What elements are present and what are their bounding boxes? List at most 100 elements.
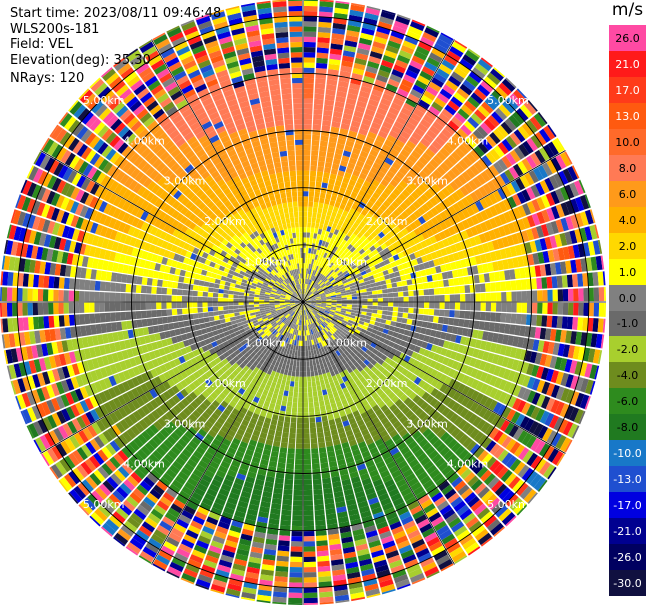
velocity-gate xyxy=(307,216,312,223)
velocity-gate xyxy=(309,365,314,372)
velocity-gate xyxy=(278,389,284,396)
velocity-gate xyxy=(299,376,303,383)
velocity-gate xyxy=(427,281,434,289)
velocity-gate xyxy=(474,255,482,265)
velocity-gate xyxy=(336,261,342,268)
velocity-gate xyxy=(505,135,518,149)
velocity-gate xyxy=(299,335,302,341)
velocity-gate xyxy=(421,364,430,373)
velocity-gate xyxy=(380,125,391,135)
velocity-gate xyxy=(342,210,349,217)
velocity-gate xyxy=(361,145,371,154)
velocity-gate xyxy=(443,317,450,325)
velocity-gate xyxy=(473,145,485,158)
velocity-gate xyxy=(309,360,313,367)
velocity-gate xyxy=(501,406,512,419)
velocity-gate xyxy=(342,320,348,325)
velocity-gate xyxy=(303,530,315,537)
velocity-gate xyxy=(371,286,377,291)
velocity-gate xyxy=(339,203,346,210)
velocity-gate xyxy=(471,67,486,80)
velocity-gate xyxy=(385,232,393,240)
velocity-gate xyxy=(307,284,310,290)
velocity-gate xyxy=(475,223,484,235)
velocity-gate xyxy=(491,414,502,427)
velocity-gate xyxy=(308,291,312,297)
velocity-gate xyxy=(483,273,490,283)
velocity-gate xyxy=(338,273,345,278)
velocity-gate xyxy=(522,216,531,229)
velocity-gate xyxy=(552,289,558,302)
velocity-gate xyxy=(484,424,495,437)
velocity-gate xyxy=(379,64,392,74)
velocity-gate xyxy=(315,519,326,526)
velocity-gate xyxy=(572,317,579,330)
velocity-gate xyxy=(522,449,534,464)
velocity-gate xyxy=(556,316,563,329)
velocity-gate xyxy=(545,368,555,382)
velocity-gate xyxy=(526,201,536,214)
velocity-gate xyxy=(517,256,525,268)
velocity-gate xyxy=(466,152,477,164)
velocity-gate xyxy=(323,104,334,112)
velocity-gate xyxy=(287,396,293,403)
velocity-gate xyxy=(433,337,440,346)
velocity-gate xyxy=(303,206,308,212)
velocity-gate xyxy=(375,31,389,40)
velocity-gate xyxy=(313,494,324,501)
velocity-gate xyxy=(346,299,353,302)
velocity-gate xyxy=(305,247,309,254)
velocity-gate xyxy=(292,515,303,521)
velocity-gate xyxy=(326,302,332,304)
velocity-gate xyxy=(521,432,533,446)
velocity-gate xyxy=(303,273,305,279)
velocity-gate xyxy=(443,173,453,184)
velocity-gate xyxy=(493,389,503,401)
velocity-gate xyxy=(544,412,555,427)
velocity-gate xyxy=(299,366,303,372)
velocity-gate xyxy=(334,288,340,292)
velocity-gate xyxy=(413,227,422,236)
velocity-gate xyxy=(317,279,323,285)
velocity-gate xyxy=(534,440,546,455)
velocity-gate xyxy=(303,201,308,207)
velocity-gate xyxy=(407,284,414,291)
velocity-gate xyxy=(582,273,589,287)
velocity-gate xyxy=(477,349,485,360)
velocity-gate xyxy=(443,218,453,228)
velocity-gate xyxy=(407,93,420,104)
velocity-gate xyxy=(417,314,424,321)
velocity-gate xyxy=(310,302,317,304)
velocity-gate xyxy=(296,438,303,444)
velocity-gate xyxy=(310,299,316,301)
velocity-gate xyxy=(348,317,355,322)
velocity-gate xyxy=(341,245,347,252)
velocity-gate xyxy=(521,362,530,374)
velocity-gate xyxy=(314,228,319,234)
velocity-gate xyxy=(438,287,445,295)
velocity-gate xyxy=(508,209,517,222)
velocity-gate xyxy=(444,309,450,317)
velocity-gate xyxy=(505,280,512,291)
velocity-gate xyxy=(319,140,328,147)
velocity-gate xyxy=(511,233,520,245)
velocity-gate xyxy=(327,285,334,289)
velocity-gate xyxy=(341,239,347,246)
velocity-gate xyxy=(331,318,337,324)
velocity-gate xyxy=(478,360,487,371)
velocity-gate xyxy=(326,236,332,243)
velocity-gate xyxy=(572,274,579,287)
velocity-gate xyxy=(385,83,398,93)
velocity-gate xyxy=(366,188,375,196)
velocity-gate xyxy=(316,52,329,59)
velocity-gate xyxy=(356,177,365,185)
velocity-gate xyxy=(603,287,606,302)
velocity-gate xyxy=(303,556,316,563)
velocity-gate xyxy=(522,388,532,401)
velocity-gate xyxy=(287,448,295,454)
velocity-gate xyxy=(332,317,338,322)
velocity-gate xyxy=(309,258,313,264)
velocity-gate xyxy=(361,292,368,296)
velocity-gate xyxy=(524,418,535,432)
velocity-gate xyxy=(313,484,323,490)
